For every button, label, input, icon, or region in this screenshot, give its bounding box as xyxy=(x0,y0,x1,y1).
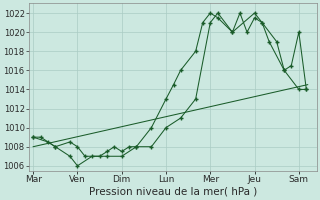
X-axis label: Pression niveau de la mer( hPa ): Pression niveau de la mer( hPa ) xyxy=(89,187,257,197)
